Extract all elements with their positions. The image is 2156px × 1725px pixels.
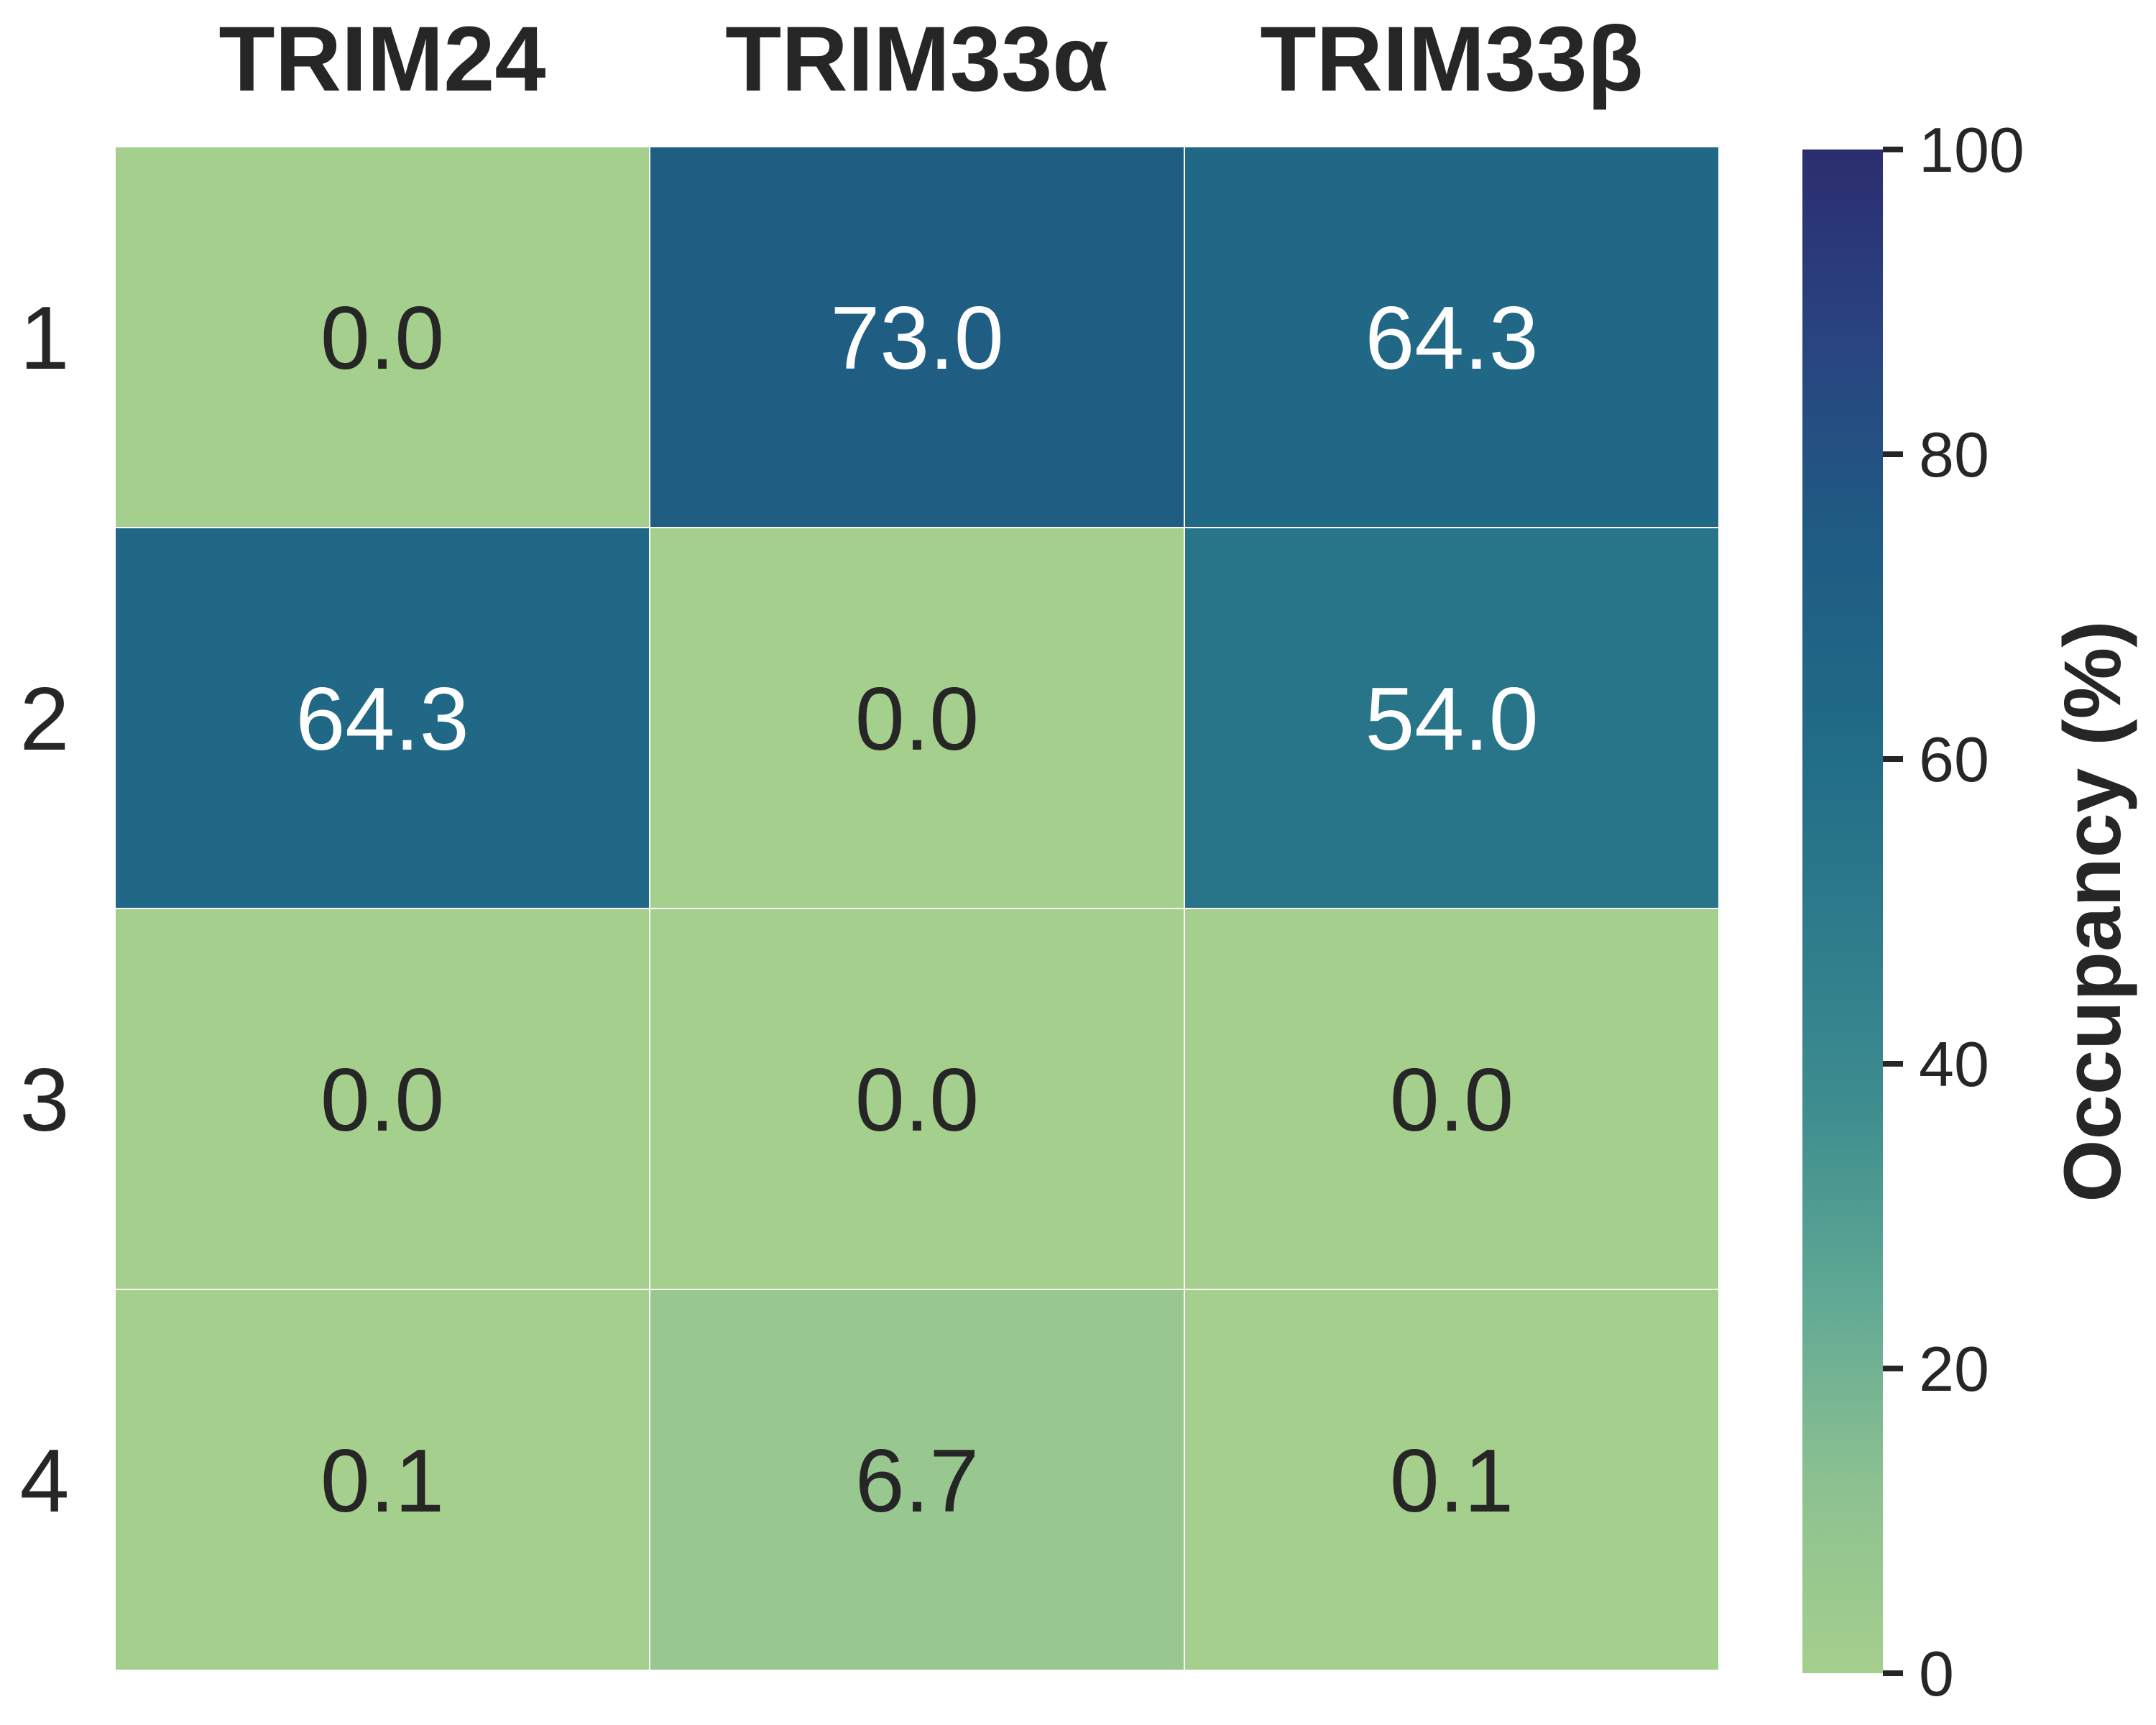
row-label: 2 xyxy=(20,670,70,769)
column-label: TRIM33β xyxy=(1260,8,1643,111)
heatmap-cell xyxy=(114,146,650,528)
cell-value-label: 54.0 xyxy=(1365,670,1538,769)
cell-value-label: 6.7 xyxy=(855,1432,979,1531)
heatmap-cell xyxy=(649,527,1185,909)
heatmap-cell xyxy=(114,908,650,1290)
heatmap-cell xyxy=(1184,146,1720,528)
row-labels: 1 2 3 4 xyxy=(20,289,70,1531)
colorbar-gradient xyxy=(1802,150,1883,1673)
column-label: TRIM24 xyxy=(218,8,545,111)
colorbar-tick-label: 60 xyxy=(1919,724,1989,795)
cell-value-label: 64.3 xyxy=(1365,289,1538,388)
cell-value-label: 0.0 xyxy=(321,1051,444,1150)
colorbar-tick-label: 0 xyxy=(1919,1638,1954,1709)
cell-value-label: 0.1 xyxy=(1390,1432,1514,1531)
cell-value-label: 0.0 xyxy=(855,1051,979,1150)
heatmap-cell xyxy=(114,1289,650,1671)
cell-value-label: 64.3 xyxy=(295,670,469,769)
colorbar-tick-label: 100 xyxy=(1919,114,2024,185)
cell-value-label: 0.0 xyxy=(855,670,979,769)
heatmap-cells: 0.0 73.0 64.3 64.3 0.0 54.0 0.0 0.0 0.0 0.1 6.7 0.1 xyxy=(114,146,1720,1671)
cell-value-label: 0.1 xyxy=(321,1432,444,1531)
heatmap-cell xyxy=(1184,527,1720,909)
cell-value-label: 0.0 xyxy=(1390,1051,1514,1150)
row-label: 3 xyxy=(20,1051,70,1150)
cell-value-label: 0.0 xyxy=(321,289,444,388)
heatmap-cell xyxy=(649,908,1185,1290)
colorbar-tick-label: 20 xyxy=(1919,1333,1989,1404)
heatmap-cell xyxy=(649,146,1185,528)
column-labels: TRIM24 TRIM33α TRIM33β xyxy=(218,8,1643,111)
colorbar-tick-label: 80 xyxy=(1919,419,1989,490)
heatmap-cell xyxy=(114,527,650,909)
column-label: TRIM33α xyxy=(725,8,1109,111)
cell-value-label: 73.0 xyxy=(830,289,1003,388)
heatmap-cell xyxy=(1184,1289,1720,1671)
row-label: 4 xyxy=(20,1432,70,1531)
colorbar-tick-label: 40 xyxy=(1919,1029,1989,1100)
colorbar-ticks: 0 20 40 60 80 100 xyxy=(1883,114,2024,1709)
colorbar: 0 20 40 60 80 100 Occupancy (%) xyxy=(1802,114,2137,1709)
row-label: 1 xyxy=(20,289,70,388)
colorbar-label: Occupancy (%) xyxy=(2047,620,2137,1202)
